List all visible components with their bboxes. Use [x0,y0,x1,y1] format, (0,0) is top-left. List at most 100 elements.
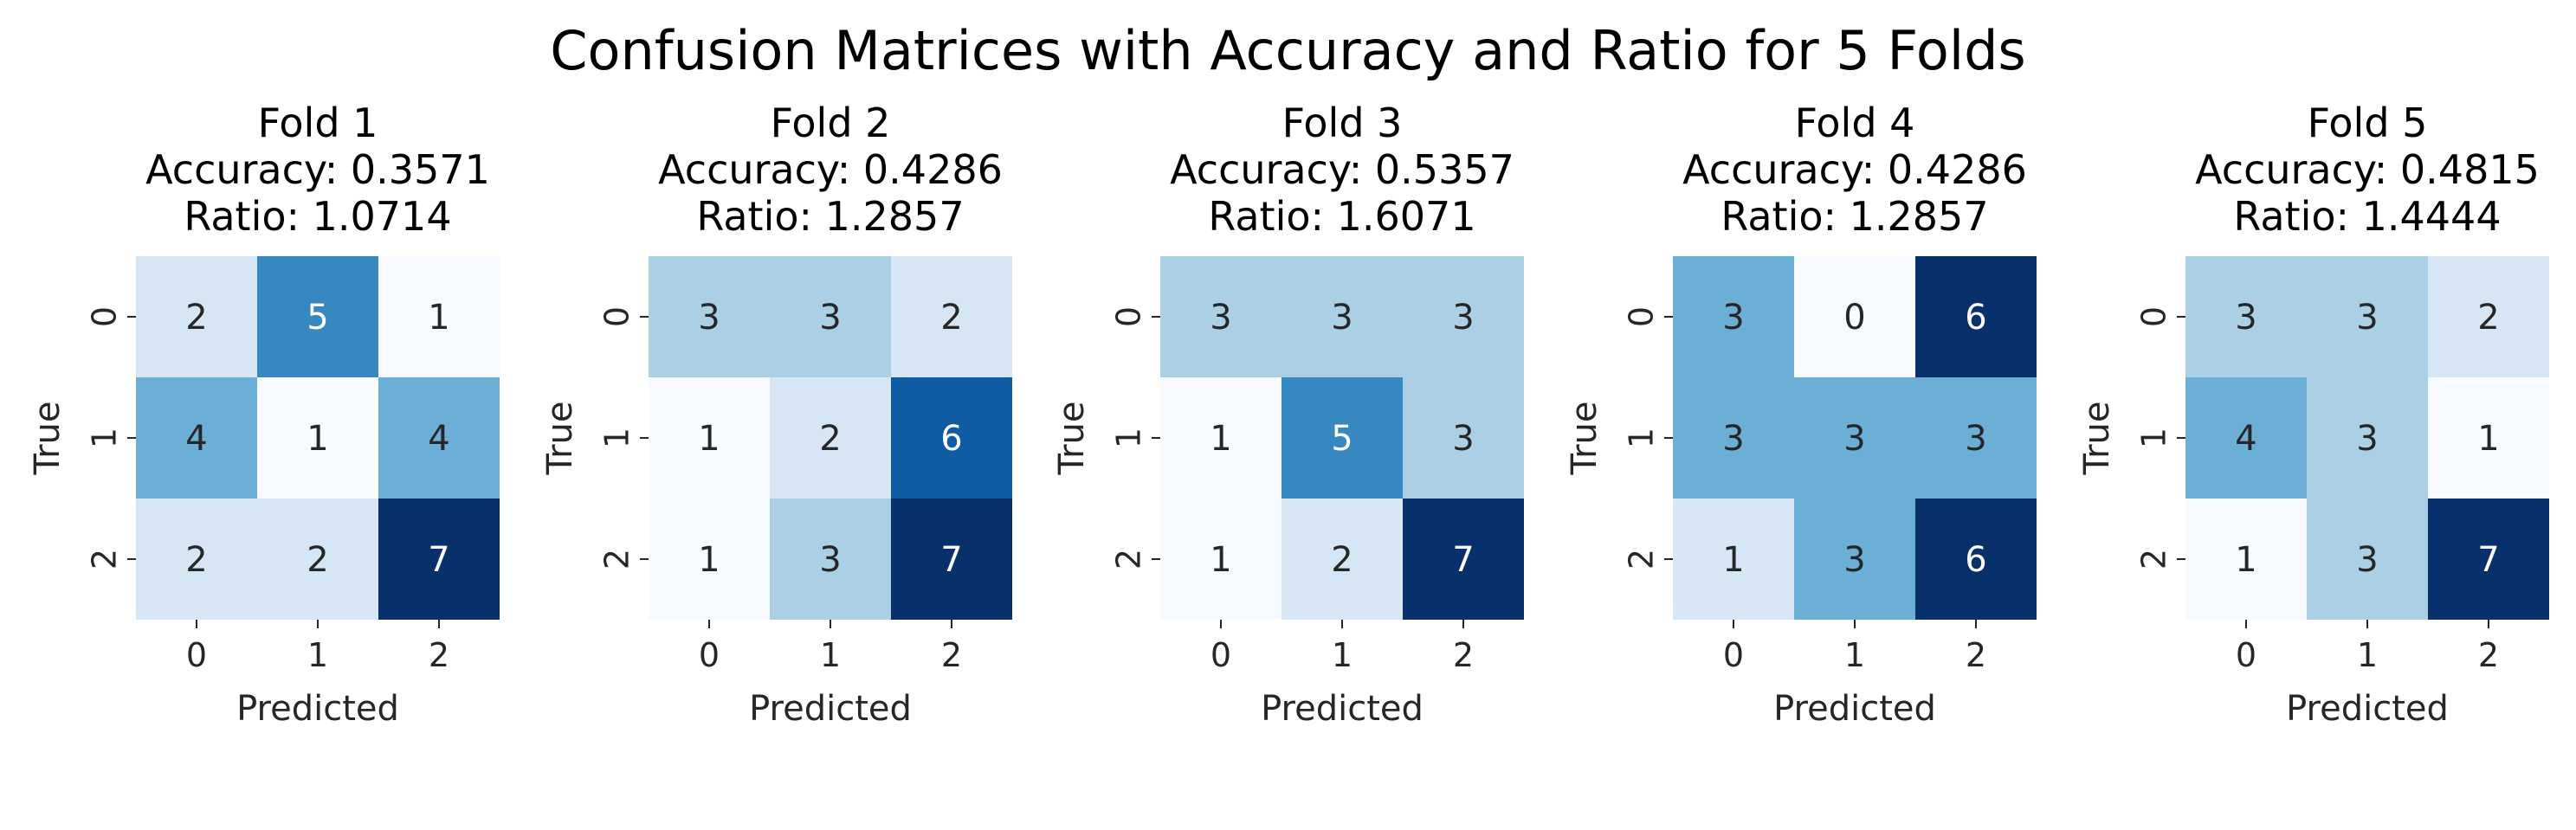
heatmap-cell [378,377,500,499]
y-tick-label: 0 [1110,306,1148,327]
y-tick-label: 0 [2135,306,2173,327]
cell-value-label: 3 [698,298,720,338]
heatmap-cell [2428,377,2549,499]
panel-title-line: Fold 5 [2308,100,2428,146]
heatmap-cell [1282,256,1403,377]
cell-value-label: 1 [1210,419,1231,459]
heatmap-cell [2307,377,2428,499]
y-tick-label: 1 [86,428,124,448]
cell-value-label: 3 [2235,298,2256,338]
cell-value-label: 3 [1965,419,1986,459]
cell-value-label: 6 [1965,540,1986,580]
y-tick-label: 1 [2135,428,2173,448]
y-tick-label: 1 [1623,428,1661,448]
heatmap-cell [1915,499,2037,620]
heatmap-cell [136,256,257,377]
x-tick-label: 0 [2236,636,2256,674]
heatmap-cell [1282,377,1403,499]
heatmap-cell [2185,377,2307,499]
y-tick-label: 1 [598,428,636,448]
heatmap-cell [2428,256,2549,377]
cell-value-label: 1 [2235,540,2256,580]
heatmap-cell [1673,499,1794,620]
panel-title-line: Fold 2 [771,100,891,146]
panel-title-line: Ratio: 1.2857 [1721,193,1988,240]
panel-title-line: Ratio: 1.2857 [696,193,964,240]
cell-value-label: 7 [1452,540,1474,580]
cell-value-label: 2 [1331,540,1353,580]
cell-value-label: 1 [698,540,720,580]
heatmap-cell [1915,256,2037,377]
heatmap-cell [1673,256,1794,377]
y-tick-label: 0 [598,306,636,327]
cell-value-label: 5 [307,298,328,338]
cell-value-label: 4 [185,419,207,459]
cell-value-label: 3 [1452,419,1474,459]
heatmap-cell [1282,499,1403,620]
y-tick-label: 2 [2135,549,2173,569]
panel-title-line: Ratio: 1.0714 [184,193,451,240]
x-tick-label: 0 [699,636,720,674]
cell-value-label: 4 [2235,419,2256,459]
heatmap-cell [257,499,378,620]
x-axis-label: Predicted [2286,689,2449,729]
y-axis-label: True [540,402,580,476]
x-axis-label: Predicted [1261,689,1424,729]
x-tick-label: 1 [307,636,328,674]
cell-value-label: 3 [819,298,841,338]
heatmap-cell [1160,377,1282,499]
cell-value-label: 1 [1210,540,1231,580]
x-tick-label: 0 [186,636,207,674]
y-tick-label: 0 [86,306,124,327]
heatmap-cell [1160,499,1282,620]
heatmap-cell [649,256,770,377]
heatmap-cell [1160,256,1282,377]
cell-value-label: 0 [1843,298,1865,338]
x-tick-label: 2 [1966,636,1986,674]
cell-value-label: 2 [940,298,962,338]
cell-value-label: 3 [1210,298,1231,338]
x-tick-label: 2 [429,636,449,674]
heatmap-cell [649,499,770,620]
y-axis-label: True [1565,402,1604,476]
heatmap-cell [378,256,500,377]
heatmap-cell [770,256,891,377]
heatmap-cell [2185,499,2307,620]
heatmap-cell [1915,377,2037,499]
x-tick-label: 1 [1844,636,1865,674]
y-tick-label: 2 [1623,549,1661,569]
x-tick-label: 1 [2357,636,2378,674]
cell-value-label: 1 [1722,540,1744,580]
chart-title: Confusion Matrices with Accuracy and Rat… [550,19,2026,82]
cell-value-label: 7 [428,540,449,580]
panel-title-line: Fold 3 [1282,100,1403,146]
y-tick-label: 2 [86,549,124,569]
cell-value-label: 1 [698,419,720,459]
cell-value-label: 3 [1452,298,1474,338]
panel-title-line: Accuracy: 0.5357 [1170,146,1514,193]
heatmap-cell [2307,499,2428,620]
heatmap-cell [257,256,378,377]
heatmap-cell [1673,377,1794,499]
panel-title-line: Accuracy: 0.3571 [145,146,490,193]
heatmap-cell [136,377,257,499]
heatmap-cell [1794,377,1915,499]
cell-value-label: 2 [2477,298,2499,338]
cell-value-label: 2 [819,419,841,459]
cell-value-label: 5 [1331,419,1353,459]
x-tick-label: 0 [1723,636,1744,674]
heatmap-cell [257,377,378,499]
heatmap-cell [891,256,1012,377]
cell-value-label: 1 [428,298,449,338]
cell-value-label: 3 [1722,419,1744,459]
cell-value-label: 2 [307,540,328,580]
y-tick-label: 1 [1110,428,1148,448]
cell-value-label: 3 [819,540,841,580]
heatmap-cell [891,499,1012,620]
heatmap-cell [1794,499,1915,620]
